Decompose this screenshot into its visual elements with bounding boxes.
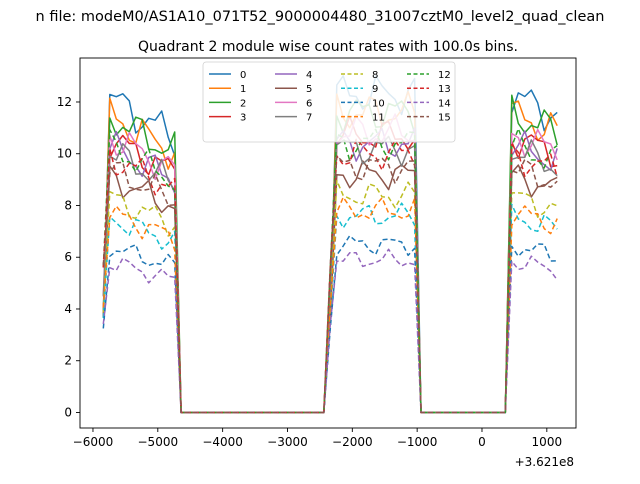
- legend-label: 5: [306, 84, 312, 95]
- y-tick-label: 2: [64, 354, 72, 368]
- series-layer: [102, 75, 558, 414]
- legend-label: 1: [240, 84, 246, 95]
- legend-label: 14: [438, 98, 451, 109]
- y-tick-label: 10: [57, 147, 72, 161]
- legend-label: 0: [240, 70, 246, 81]
- legend-label: 9: [372, 84, 378, 95]
- series-line-14: [102, 248, 558, 414]
- legend-label: 6: [306, 98, 312, 109]
- legend-label: 15: [438, 113, 451, 124]
- y-tick-label: 4: [64, 302, 72, 316]
- legend-label: 12: [438, 70, 451, 81]
- y-tick-label: 6: [64, 250, 72, 264]
- x-offset-label: +3.621e8: [515, 455, 574, 469]
- y-tick-label: 12: [57, 95, 72, 109]
- x-tick-label: −1000: [397, 435, 438, 449]
- legend-label: 11: [372, 113, 385, 124]
- x-tick-label: −2000: [332, 435, 373, 449]
- y-tick-label: 8: [64, 198, 72, 212]
- x-tick-label: −6000: [73, 435, 114, 449]
- x-tick-label: −5000: [138, 435, 179, 449]
- x-tick-label: 0: [478, 435, 486, 449]
- legend-label: 7: [306, 113, 312, 124]
- legend-label: 10: [372, 98, 385, 109]
- chart-title: Quadrant 2 module wise count rates with …: [138, 39, 518, 55]
- legend-label: 4: [306, 70, 312, 81]
- legend-box: [202, 61, 456, 143]
- legend-label: 3: [240, 113, 246, 124]
- x-tick-label: −3000: [267, 435, 308, 449]
- legend-label: 8: [372, 70, 378, 81]
- ticks-layer: −6000 −5000 −4000 −3000 −2000 −1000 0 1000 0 2 4 6 8…: [57, 95, 562, 449]
- y-tick-label: 0: [64, 405, 72, 419]
- x-tick-label: 1000: [532, 435, 563, 449]
- figure-suptitle: n file: modeM0/AS1A10_071T52_9000004480_…: [36, 9, 605, 25]
- x-tick-label: −4000: [202, 435, 243, 449]
- legend-label: 2: [240, 98, 246, 109]
- axes-frame: [79, 57, 577, 429]
- legend-label: 13: [438, 84, 451, 95]
- series-line-11: [102, 196, 558, 414]
